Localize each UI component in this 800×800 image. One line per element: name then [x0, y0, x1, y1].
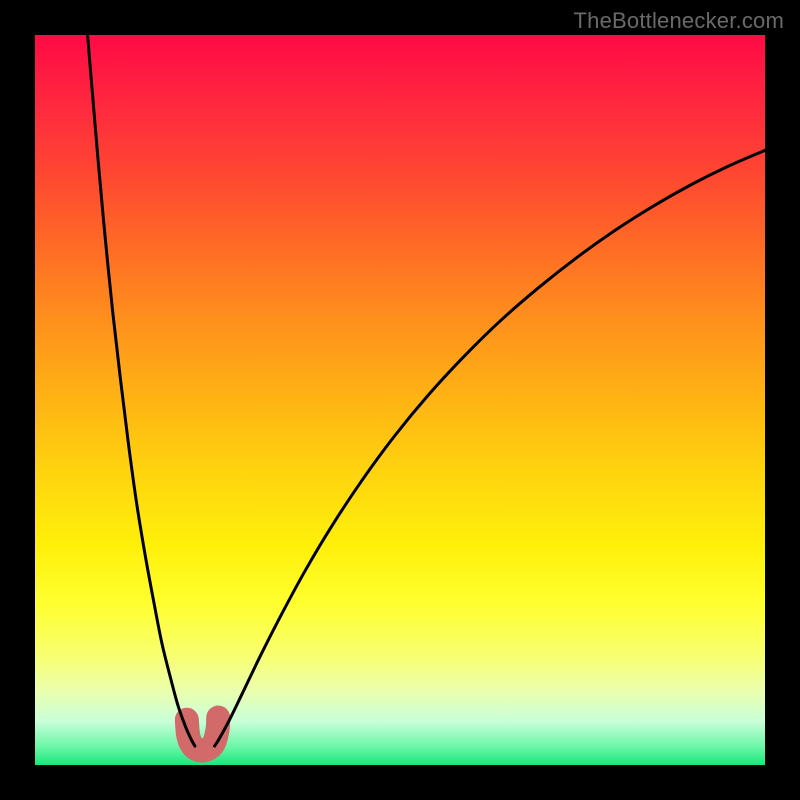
watermark-text: TheBottlenecker.com [574, 8, 784, 34]
chart-gradient-background [35, 35, 765, 765]
chart-container: TheBottlenecker.com [0, 0, 800, 800]
